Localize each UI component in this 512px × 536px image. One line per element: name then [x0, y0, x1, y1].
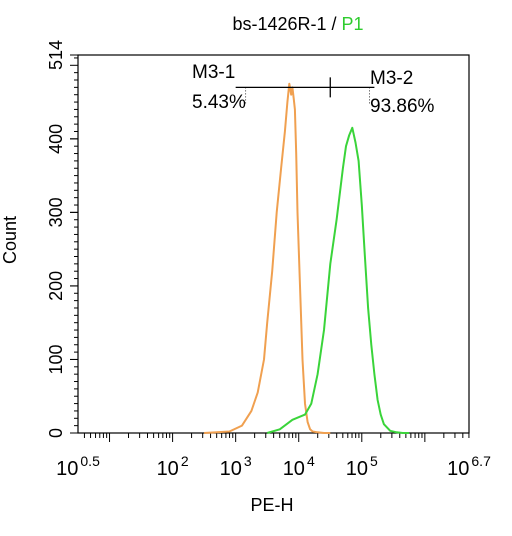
chart-title: bs-1426R-1 / P1 — [232, 14, 363, 34]
marker-M3-2-name: M3-2 — [370, 68, 413, 89]
histogram-series-2 — [266, 126, 410, 434]
axis-ticks — [70, 54, 470, 442]
y-tick-label: 300 — [46, 197, 66, 227]
y-tick-label: 100 — [46, 344, 66, 374]
tick-labels: 10 0.5 10 2 10 3 10 4 10 5 10 6.7 0 100 200 300 400 514 — [46, 40, 491, 480]
x-tick-label: 10 2 — [157, 453, 189, 480]
x-tick-label: 10 0.5 — [56, 453, 100, 480]
marker-layer: M3-1 5.43% M3-2 93.86% — [192, 62, 435, 117]
title-gate: P1 — [342, 14, 364, 34]
title-separator: / — [327, 14, 342, 34]
histogram-series-1 — [204, 82, 331, 434]
y-tick-label: 514 — [46, 40, 66, 70]
y-axis-label: Count — [0, 216, 20, 264]
y-tick-label: 200 — [46, 271, 66, 301]
x-tick-label: 10 3 — [220, 453, 252, 480]
title-sample: bs-1426R-1 — [232, 14, 326, 34]
y-tick-label: 400 — [46, 124, 66, 154]
marker-M3-2-percent: 93.86% — [370, 96, 435, 117]
marker-M3-1-percent: 5.43% — [192, 92, 246, 113]
marker-M3-1-name: M3-1 — [192, 62, 235, 83]
x-tick-label: 10 4 — [283, 453, 315, 480]
series-layer — [204, 82, 410, 434]
x-tick-label: 10 6.7 — [447, 453, 491, 480]
y-tick-label: 0 — [46, 428, 66, 438]
x-tick-label: 10 5 — [346, 453, 378, 480]
x-axis-label: PE-H — [250, 495, 293, 515]
